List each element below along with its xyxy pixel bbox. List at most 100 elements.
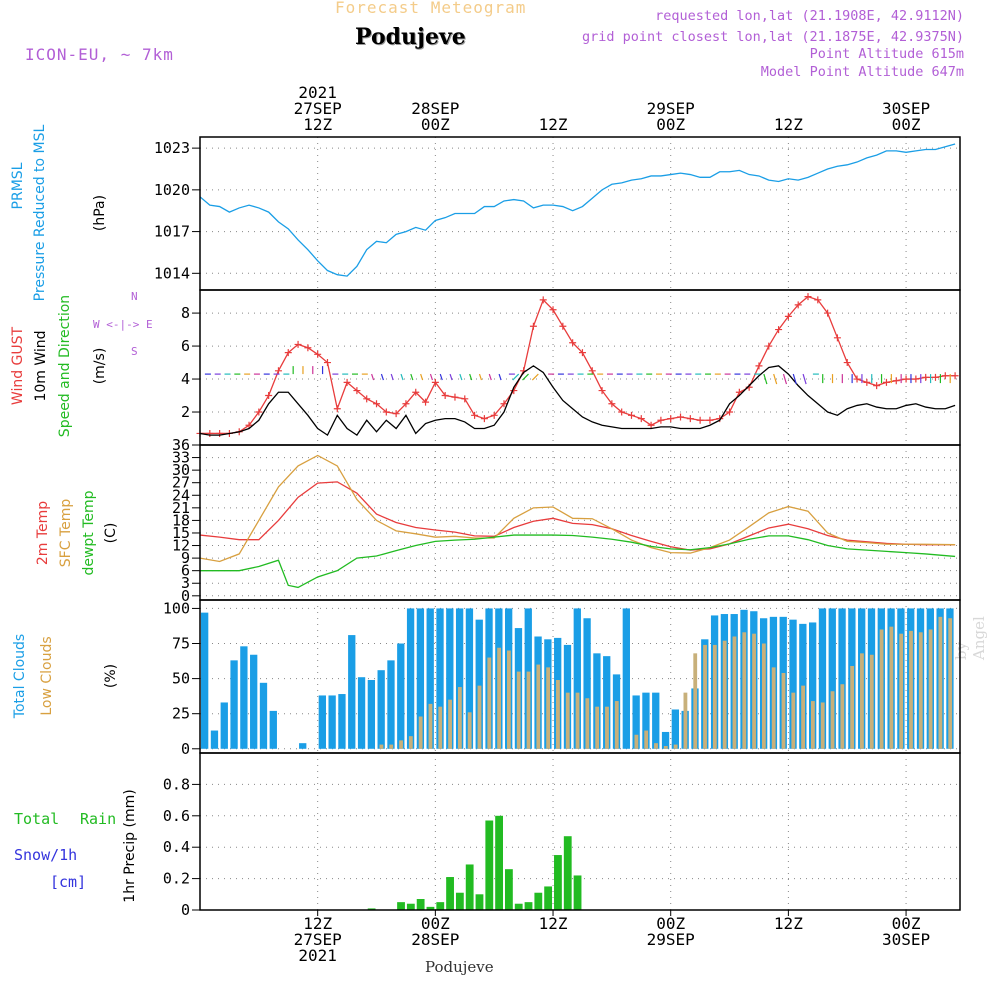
y-tick-label: 4: [181, 370, 190, 388]
top-time-label: 12Z: [774, 115, 803, 134]
gust-marker: [451, 393, 459, 401]
gust-marker: [382, 408, 390, 416]
total-cloud-bar: [573, 608, 581, 749]
rain-bar: [495, 815, 503, 910]
total-cloud-bar: [210, 730, 219, 749]
wind-arrows: [204, 366, 951, 385]
gust-marker: [265, 392, 273, 400]
gust-marker: [941, 372, 949, 380]
gust-marker: [618, 408, 626, 416]
y-tick-label: 18: [172, 511, 190, 529]
low-cloud-bar: [516, 671, 521, 749]
low-cloud-bar: [948, 618, 953, 749]
top-time-label: 00Z: [656, 115, 685, 134]
low-cloud-bar: [869, 654, 874, 749]
requested-coords: requested lon,lat (21.1908E, 42.9112N): [655, 8, 964, 24]
wind-arrow: [439, 373, 443, 381]
gust-marker: [490, 411, 498, 419]
total-cloud-bar: [593, 653, 601, 749]
low-cloud-bar: [928, 629, 933, 749]
y-tick-label: 12: [172, 537, 190, 555]
top-time-label: 2021: [298, 83, 337, 102]
gust-marker: [333, 405, 341, 413]
low-cloud-bar: [556, 680, 560, 749]
total-cloud-bar: [220, 702, 228, 749]
wind-arrow: [782, 373, 788, 385]
y-tick-label: 24: [172, 486, 190, 504]
rain-bar: [524, 902, 533, 910]
bottom-time-label: 00Z: [421, 914, 450, 933]
y-tick-label: 0: [181, 901, 190, 919]
wind-arrow: [390, 373, 394, 381]
low-cloud-bar: [801, 685, 805, 749]
bottom-time-label: 12Z: [539, 914, 568, 933]
grid-coords: grid point closest lon,lat (21.1875E, 42…: [581, 29, 964, 45]
low-cloud-bar: [428, 703, 433, 749]
bottom-time-label: 30SEP: [882, 930, 930, 949]
series-line: [199, 365, 956, 437]
low-cloud-bar: [546, 667, 551, 749]
wind-arrow: [763, 373, 768, 385]
low-cloud-bar: [408, 736, 413, 749]
y-tick-label: 100: [163, 599, 190, 617]
low-cloud-bar: [565, 692, 570, 749]
chart-title: Podujeve: [355, 24, 466, 50]
total-cloud-bar: [475, 619, 483, 749]
panel-frame: [199, 752, 961, 911]
total-cloud-bar: [250, 654, 258, 749]
gust-marker: [912, 375, 920, 383]
bottom-time-label: 00Z: [656, 914, 685, 933]
total-cloud-bar: [201, 612, 209, 749]
panel-frame: [199, 444, 961, 601]
rain-bar: [573, 875, 582, 910]
gust-marker: [873, 382, 881, 390]
top-time-label: 12Z: [303, 115, 332, 134]
gust-marker: [627, 411, 635, 419]
total-cloud-bar: [671, 709, 680, 749]
top-time-label: 30SEP: [882, 99, 930, 118]
gust-marker: [598, 387, 606, 395]
gust-marker: [549, 306, 557, 314]
wind-arrow: [531, 373, 539, 381]
gust-marker: [412, 388, 420, 396]
gust-marker: [892, 377, 900, 385]
rain-bar: [505, 869, 513, 910]
low-cloud-bar: [820, 702, 825, 749]
gust-marker: [775, 326, 783, 334]
low-cloud-bar: [811, 701, 815, 749]
low-cloud-bar: [605, 706, 609, 749]
gust-marker: [431, 378, 439, 386]
gust-marker: [765, 342, 773, 350]
y-tick-label: 15: [172, 524, 190, 542]
total-cloud-bar: [328, 695, 336, 749]
gust-marker: [373, 400, 381, 408]
low-cloud-bar: [389, 744, 394, 749]
gust-marker: [343, 378, 351, 386]
gust-marker: [363, 395, 371, 403]
wind-arrow: [429, 373, 434, 381]
total-cloud-bar: [661, 731, 670, 749]
gust-marker: [569, 339, 577, 347]
low-cloud-bar: [379, 744, 384, 749]
gust-marker: [255, 408, 263, 416]
total-cloud-bar: [632, 695, 640, 749]
y-tick-label: 75: [172, 635, 190, 653]
total-cloud-bar: [809, 622, 817, 749]
low-cloud-bar: [526, 671, 531, 749]
gust-marker: [578, 349, 586, 357]
gust-marker: [863, 378, 871, 386]
total-cloud-bar: [436, 608, 444, 749]
low-cloud-bar: [742, 632, 747, 749]
wind-arrow: [400, 373, 404, 381]
gust-marker: [216, 429, 224, 437]
panel-pressure: [192, 136, 961, 291]
precip-snow-label: Snow/1h: [14, 846, 78, 864]
wind-arrow: [380, 373, 384, 381]
point-altitude: Point Altitude 615m: [809, 46, 964, 62]
total-cloud-bar: [357, 677, 366, 749]
bottom-time-label: 28SEP: [411, 930, 459, 949]
low-cloud-bar: [448, 699, 452, 749]
low-cloud-bar: [614, 701, 619, 749]
precip-cm-label: [cm]: [50, 873, 87, 891]
gust-marker: [353, 387, 361, 395]
